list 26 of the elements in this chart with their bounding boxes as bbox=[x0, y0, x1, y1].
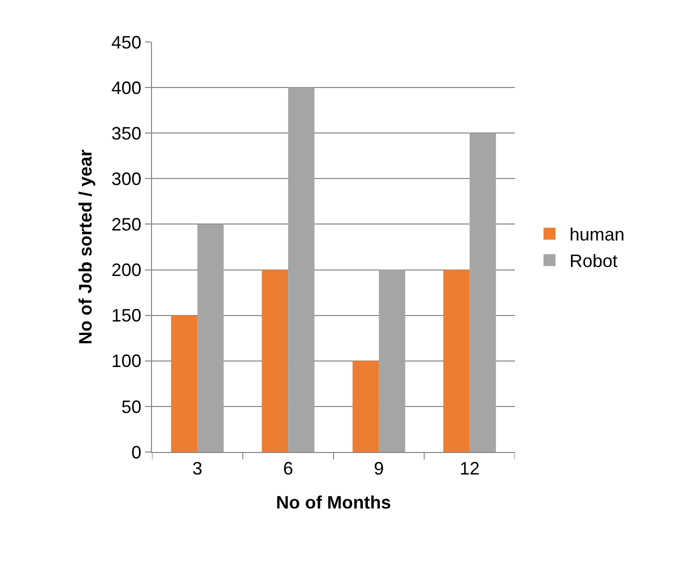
bar bbox=[171, 315, 198, 452]
bar bbox=[288, 88, 314, 452]
x-tick-label: 9 bbox=[374, 458, 384, 479]
legend-label: Robot bbox=[570, 251, 618, 272]
bar bbox=[378, 270, 406, 452]
y-tick-label: 0 bbox=[131, 442, 142, 462]
bar bbox=[470, 133, 496, 452]
y-tick-label: 100 bbox=[111, 351, 142, 372]
bar bbox=[197, 224, 224, 452]
x-tick-label: 6 bbox=[283, 458, 294, 479]
y-tick-label: 250 bbox=[111, 214, 142, 235]
y-axis-title: No of Job sorted / year bbox=[76, 149, 96, 345]
x-tick-label: 12 bbox=[460, 458, 480, 479]
y-tick-label: 350 bbox=[111, 123, 142, 144]
bar bbox=[443, 270, 470, 452]
legend-label: human bbox=[570, 224, 625, 245]
y-tick-label: 400 bbox=[111, 78, 142, 98]
y-tick-label: 450 bbox=[111, 32, 142, 52]
y-tick-label: 300 bbox=[111, 168, 142, 189]
bar bbox=[352, 360, 379, 452]
x-tick-label: 3 bbox=[192, 458, 202, 479]
y-tick-label: 50 bbox=[121, 396, 142, 417]
y-tick-label: 150 bbox=[111, 306, 142, 326]
y-tick-label: 200 bbox=[111, 260, 142, 280]
x-axis-title: No of Months bbox=[276, 492, 391, 513]
bar bbox=[262, 270, 288, 452]
